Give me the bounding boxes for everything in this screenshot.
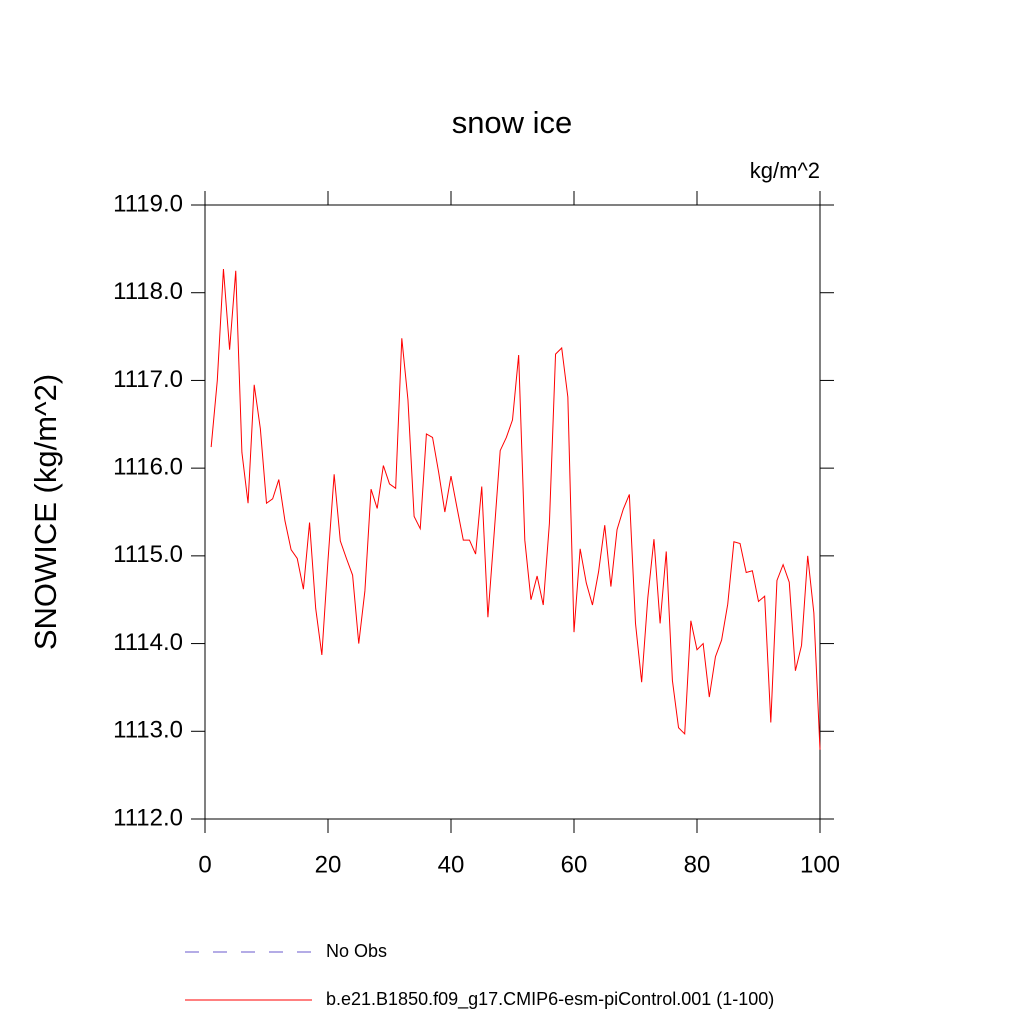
units-label: kg/m^2	[750, 158, 820, 183]
x-tick-label: 20	[315, 851, 342, 878]
y-tick-label: 1117.0	[113, 366, 183, 393]
y-tick-label: 1115.0	[113, 541, 183, 568]
y-tick-label: 1118.0	[113, 278, 183, 305]
y-tick-label: 1119.0	[113, 190, 183, 217]
y-tick-label: 1113.0	[113, 717, 183, 744]
x-tick-label: 100	[800, 851, 840, 878]
legend-label: No Obs	[326, 941, 387, 961]
y-tick-label: 1116.0	[113, 453, 183, 480]
x-tick-label: 0	[198, 851, 211, 878]
data-line	[210, 268, 821, 750]
x-tick-label: 40	[438, 851, 465, 878]
x-tick-label: 60	[561, 851, 588, 878]
y-axis-label: SNOWICE (kg/m^2)	[28, 374, 63, 650]
plot-frame	[204, 204, 821, 820]
x-tick-label: 80	[684, 851, 711, 878]
legend-label: b.e21.B1850.f09_g17.CMIP6-esm-piControl.…	[326, 989, 774, 1010]
y-tick-label: 1112.0	[113, 804, 183, 831]
chart-title: snow ice	[452, 105, 573, 140]
y-tick-label: 1114.0	[113, 629, 183, 656]
